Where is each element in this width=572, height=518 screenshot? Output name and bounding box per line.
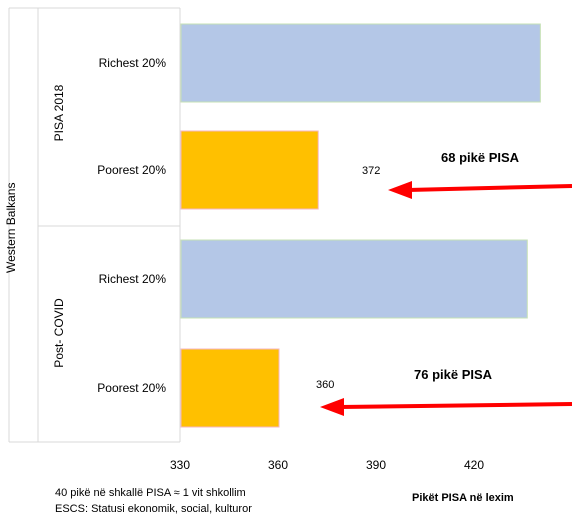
gap-arrow-2018-head <box>388 181 412 199</box>
bar-postcovid-poorest <box>180 348 280 428</box>
data-label-360: 360 <box>316 379 335 391</box>
note-scale: 40 pikë në shkallë PISA ≈ 1 vit shkollim <box>55 487 246 499</box>
category-label: Poorest 20% <box>97 163 166 177</box>
group-label-pisa2018: PISA 2018 <box>52 84 66 142</box>
x-tick-label: 330 <box>169 458 191 472</box>
data-label-372: 372 <box>362 165 381 177</box>
gap-arrow-covid-shaft <box>339 402 572 409</box>
gap-annotation-postcovid: 76 pikë PISA <box>414 367 493 382</box>
x-tick-label: 360 <box>267 458 289 472</box>
outer-group-label: Western Balkans <box>4 182 18 274</box>
gap-arrow-2018-shaft <box>407 184 572 192</box>
x-axis-title: Pikët PISA në lexim <box>412 492 514 504</box>
x-tick-label: 420 <box>463 458 485 472</box>
x-tick-label: 390 <box>365 458 387 472</box>
category-label: Richest 20% <box>98 56 166 70</box>
group-label-postcovid: Post- COVID <box>52 298 66 368</box>
category-label: Richest 20% <box>98 272 166 286</box>
category-label: Poorest 20% <box>97 381 166 395</box>
bar-pisa2018-richest <box>180 23 541 103</box>
note-escs: ESCS: Statusi ekonomik, social, kulturor <box>55 503 252 515</box>
bar-postcovid-richest <box>180 239 528 319</box>
gap-annotation-2018: 68 pikë PISA <box>441 150 520 165</box>
gap-arrow-covid-head <box>320 398 344 416</box>
bar-pisa2018-poorest <box>180 130 319 210</box>
